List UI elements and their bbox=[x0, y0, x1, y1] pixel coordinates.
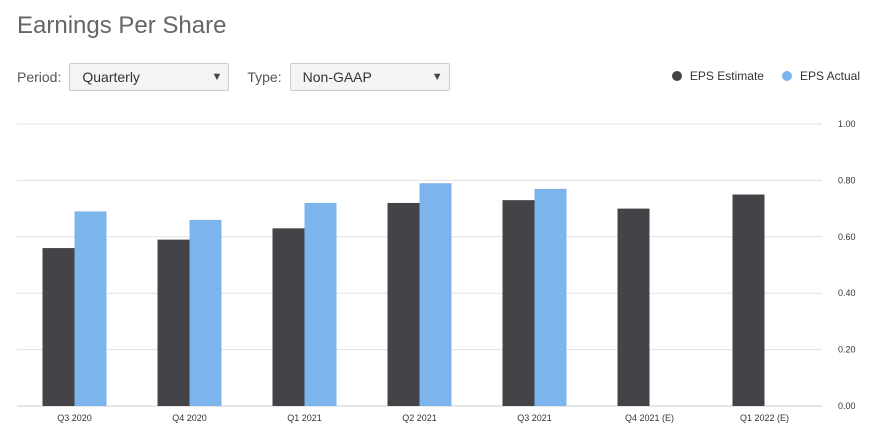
legend-dot-icon bbox=[671, 71, 682, 81]
legend-dot-icon bbox=[781, 71, 792, 81]
legend-item-actual[interactable]: EPS Actual bbox=[781, 69, 860, 83]
chart-legend: EPS Estimate EPS Actual bbox=[654, 69, 860, 83]
legend-item-estimate[interactable]: EPS Estimate bbox=[671, 69, 764, 83]
y-tick-label: 0.80 bbox=[838, 175, 856, 185]
x-tick-label: Q4 2021 (E) bbox=[625, 413, 674, 423]
bar-eps-estimate bbox=[732, 194, 765, 406]
chevron-down-icon: ▼ bbox=[431, 71, 443, 83]
bar-eps-estimate bbox=[157, 239, 190, 406]
bar-eps-actual bbox=[534, 188, 567, 406]
legend-label-estimate: EPS Estimate bbox=[689, 69, 764, 83]
period-label: Period: bbox=[17, 69, 62, 85]
y-tick-label: 0.40 bbox=[838, 288, 856, 298]
chevron-down-icon: ▼ bbox=[211, 71, 223, 83]
y-tick-label: 0.00 bbox=[838, 401, 856, 411]
bar-eps-estimate bbox=[617, 208, 650, 406]
bar-eps-estimate bbox=[272, 228, 305, 406]
y-tick-label: 0.60 bbox=[838, 232, 856, 242]
type-label: Type: bbox=[247, 69, 282, 85]
x-tick-label: Q1 2021 bbox=[287, 413, 322, 423]
bar-eps-actual bbox=[189, 219, 222, 406]
type-select[interactable]: Non-GAAP ▼ bbox=[289, 63, 450, 91]
y-tick-label: 1.00 bbox=[838, 119, 856, 129]
x-tick-label: Q4 2020 bbox=[172, 413, 207, 423]
bar-eps-estimate bbox=[502, 200, 535, 406]
x-tick-label: Q1 2022 (E) bbox=[740, 413, 789, 423]
chart-controls: Period: Quarterly ▼ Type: Non-GAAP ▼ bbox=[17, 62, 450, 92]
legend-label-actual: EPS Actual bbox=[799, 69, 860, 83]
bar-eps-estimate bbox=[387, 202, 420, 406]
bar-eps-actual bbox=[74, 211, 107, 406]
period-select[interactable]: Quarterly ▼ bbox=[69, 63, 230, 91]
x-tick-label: Q3 2020 bbox=[57, 413, 92, 423]
page-title: Earnings Per Share bbox=[17, 12, 227, 39]
period-select-value: Quarterly bbox=[82, 69, 140, 85]
y-tick-label: 0.20 bbox=[838, 345, 856, 355]
x-tick-label: Q2 2021 bbox=[402, 413, 437, 423]
x-tick-label: Q3 2021 bbox=[517, 413, 552, 423]
type-select-value: Non-GAAP bbox=[302, 69, 372, 85]
bar-eps-actual bbox=[304, 202, 337, 406]
bar-eps-estimate bbox=[42, 248, 75, 406]
bar-eps-actual bbox=[419, 183, 452, 406]
